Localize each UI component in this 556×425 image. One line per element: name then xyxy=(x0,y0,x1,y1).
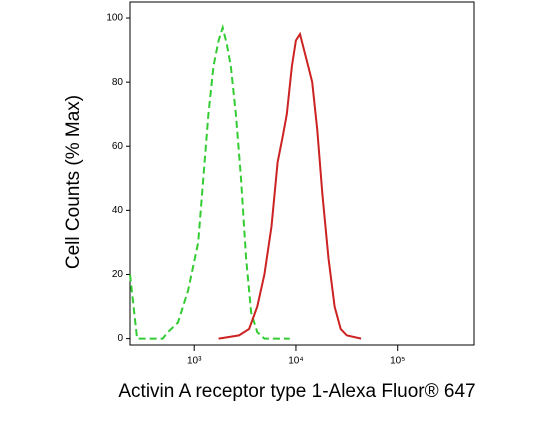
x-tick-label: 10⁵ xyxy=(390,356,405,367)
plot-frame xyxy=(129,1,475,346)
histogram-line xyxy=(129,23,290,340)
y-axis-label: Cell Counts (% Max) xyxy=(63,95,84,269)
x-axis-label: Activin A receptor type 1-Alexa Fluor® 6… xyxy=(118,381,475,402)
x-tick-label: 10⁴ xyxy=(288,356,303,367)
y-tick-label: 100 xyxy=(106,13,123,24)
y-tick-label: 60 xyxy=(112,141,124,152)
y-tick-label: 0 xyxy=(117,333,123,344)
histogram-line xyxy=(218,31,362,340)
y-tick-label: 40 xyxy=(112,205,124,216)
x-tick-label: 10³ xyxy=(187,356,202,367)
y-tick-label: 20 xyxy=(112,269,124,280)
y-tick-label: 80 xyxy=(112,77,124,88)
